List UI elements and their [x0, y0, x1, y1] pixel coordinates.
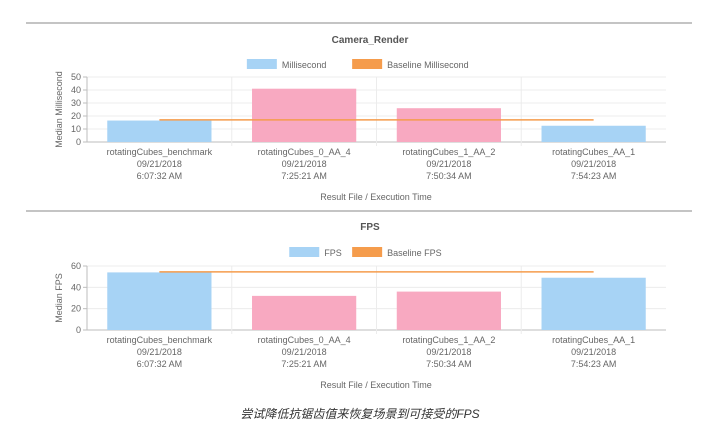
camera-ytick-label-0: 0: [76, 137, 81, 147]
figure-caption: 尝试降低抗锯齿值来恢复场景到可接受的FPS: [240, 407, 480, 421]
fps-xtick-label-1-2: 7:25:21 AM: [281, 359, 327, 369]
fps-bar-2: [396, 291, 501, 330]
camera-chart-title: Camera_Render: [332, 35, 409, 46]
camera-ytick-label-5: 50: [71, 72, 81, 82]
camera-xtick-label-3-0: rotatingCubes_AA_1: [552, 147, 635, 157]
fps-ytick-label-1: 20: [71, 304, 81, 314]
camera-x-axis-label: Result File / Execution Time: [320, 192, 432, 202]
fps-xtick-label-2-2: 7:50:34 AM: [426, 359, 472, 369]
camera-xtick-label-1-0: rotatingCubes_0_AA_4: [258, 147, 351, 157]
fps-legend-swatch-1: [352, 247, 383, 257]
fps-xtick-label-1-1: 09/21/2018: [282, 347, 327, 357]
fps-ytick-label-2: 40: [71, 282, 81, 292]
fps-xtick-label-0-2: 6:07:32 AM: [137, 359, 183, 369]
fps-bar-0: [107, 272, 212, 330]
camera-render-panel: Camera_Render Millisecond Baseline Millise…: [0, 0, 720, 210]
camera-xtick-label-2-2: 7:50:34 AM: [426, 171, 472, 181]
camera-xtick-label-0-2: 6:07:32 AM: [137, 171, 183, 181]
fps-legend-item-1: Baseline FPS: [352, 247, 442, 258]
fps-xtick-label-3-0: rotatingCubes_AA_1: [552, 335, 635, 345]
fps-xtick-label-1-0: rotatingCubes_0_AA_4: [258, 335, 351, 345]
fps-xtick-label-2-0: rotatingCubes_1_AA_2: [402, 335, 495, 345]
camera-legend-item-1: Baseline Millisecond: [352, 59, 469, 70]
camera-legend-label-0: Millisecond: [282, 60, 327, 70]
fps-legend-item-0: FPS: [289, 247, 342, 258]
fps-xtick-label-0-0: rotatingCubes_benchmark: [107, 335, 213, 345]
camera-bar-0: [107, 120, 212, 142]
camera-xtick-label-3-1: 09/21/2018: [571, 159, 616, 169]
camera-chart-svg: Camera_Render Millisecond Baseline Millise…: [26, 22, 692, 202]
camera-y-axis-label: Median Millisecond: [54, 71, 64, 148]
fps-ytick-label-0: 0: [76, 325, 81, 335]
camera-xtick-label-1-2: 7:25:21 AM: [281, 171, 327, 181]
camera-ytick-label-2: 20: [71, 111, 81, 121]
camera-bar-2: [396, 108, 501, 142]
camera-xtick-label-2-1: 09/21/2018: [426, 159, 471, 169]
camera-legend-item-0: Millisecond: [246, 59, 327, 70]
fps-legend-label-1: Baseline FPS: [387, 248, 442, 258]
camera-xtick-label-3-2: 7:54:23 AM: [571, 171, 617, 181]
camera-bar-3: [541, 125, 646, 142]
fps-xtick-label-0-1: 09/21/2018: [137, 347, 182, 357]
camera-legend-swatch-0: [246, 59, 277, 69]
fps-xtick-label-3-1: 09/21/2018: [571, 347, 616, 357]
camera-bar-1: [252, 88, 357, 142]
fps-x-axis-label: Result File / Execution Time: [320, 380, 432, 390]
camera-legend-label-1: Baseline Millisecond: [387, 60, 469, 70]
fps-panel: FPS FPS Baseline FPS 0 20 40 60 Median FPS rotat…: [0, 210, 720, 400]
camera-ytick-label-4: 40: [71, 85, 81, 95]
camera-ytick-label-1: 10: [71, 124, 81, 134]
fps-bar-1: [252, 295, 357, 330]
fps-legend-label-0: FPS: [324, 248, 342, 258]
fps-ytick-label-3: 60: [71, 261, 81, 271]
fps-xtick-label-2-1: 09/21/2018: [426, 347, 471, 357]
camera-legend-swatch-1: [352, 59, 383, 69]
camera-ytick-label-3: 30: [71, 98, 81, 108]
fps-xtick-label-3-2: 7:54:23 AM: [571, 359, 617, 369]
fps-y-axis-label: Median FPS: [54, 273, 64, 323]
camera-xtick-label-2-0: rotatingCubes_1_AA_2: [402, 147, 495, 157]
camera-xtick-label-1-1: 09/21/2018: [282, 159, 327, 169]
fps-bar-3: [541, 277, 646, 330]
camera-xtick-label-0-0: rotatingCubes_benchmark: [107, 147, 213, 157]
fps-legend-swatch-0: [289, 247, 320, 257]
camera-xtick-label-0-1: 09/21/2018: [137, 159, 182, 169]
fps-chart-svg: FPS FPS Baseline FPS 0 20 40 60 Median FPS rotat…: [26, 210, 692, 390]
fps-chart-title: FPS: [360, 222, 380, 233]
